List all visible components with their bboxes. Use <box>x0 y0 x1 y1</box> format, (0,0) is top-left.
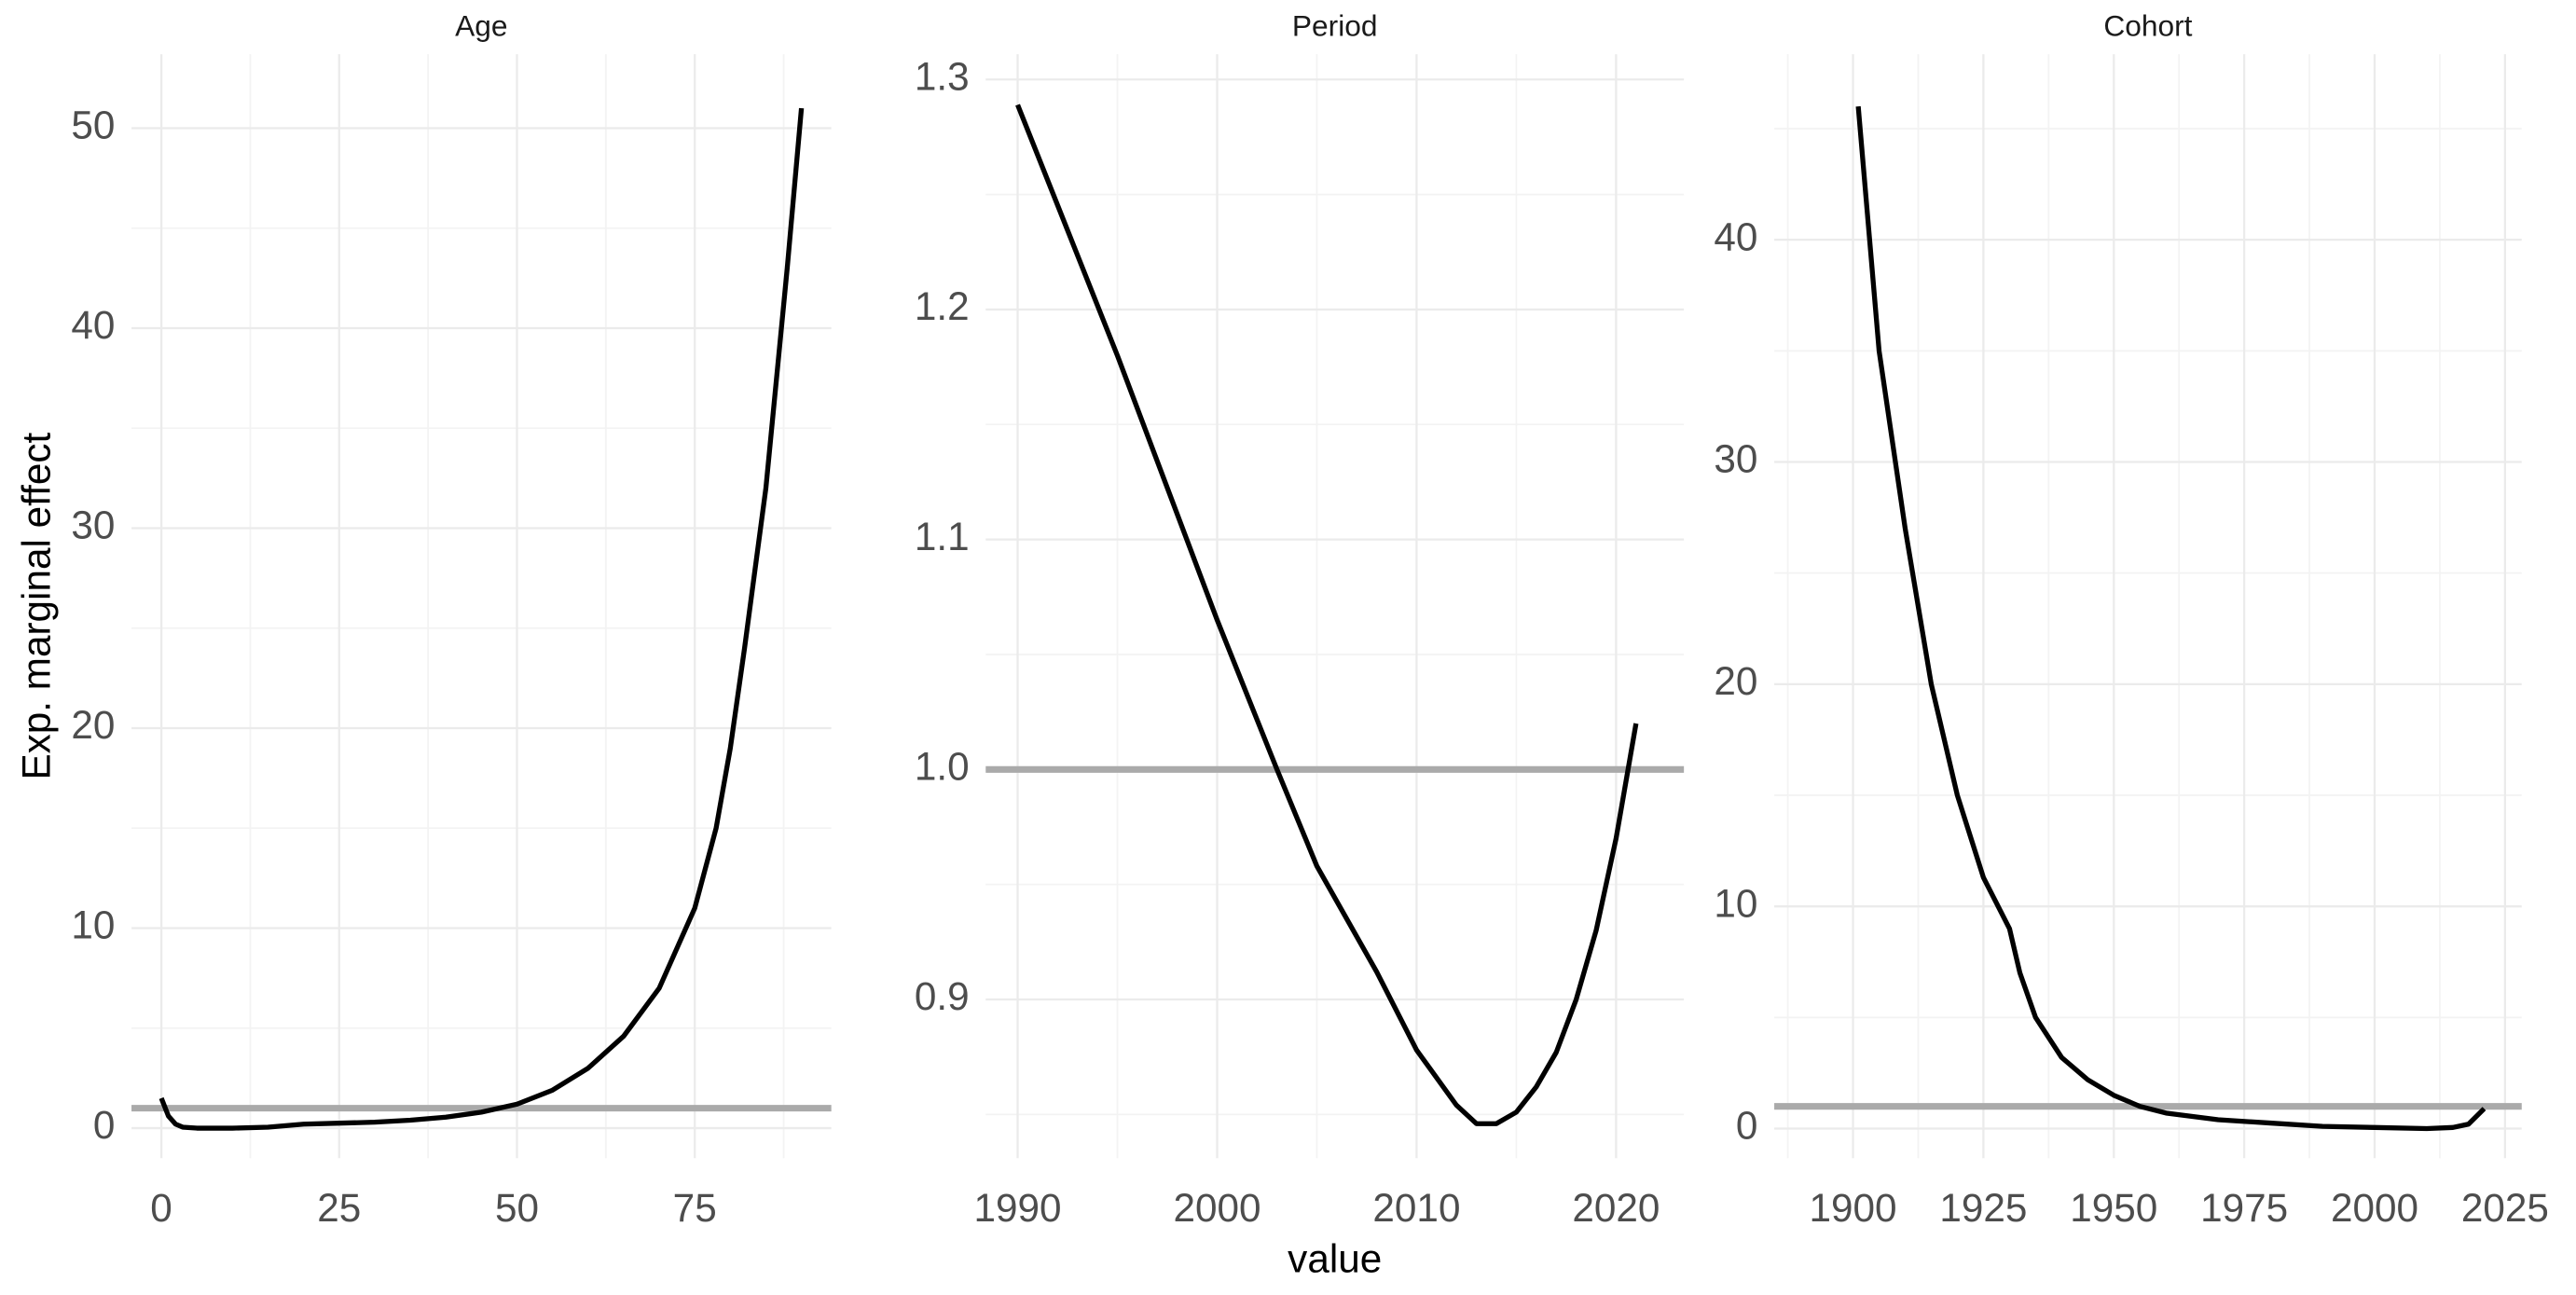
y-tick-label: 0 <box>93 1103 116 1147</box>
y-tick-label: 0.9 <box>915 974 970 1018</box>
y-axis-title: Exp. marginal effect <box>15 433 59 780</box>
x-tick-label: 2000 <box>2331 1186 2418 1230</box>
y-tick-label: 1.1 <box>915 515 970 558</box>
x-axis-title: value <box>1288 1236 1382 1280</box>
x-tick-label: 25 <box>317 1186 361 1230</box>
x-tick-label: 1925 <box>1939 1186 2027 1230</box>
x-tick-label: 1900 <box>1810 1186 1897 1230</box>
x-tick-label: 2010 <box>1372 1186 1460 1230</box>
x-tick-label: 2020 <box>1572 1186 1660 1230</box>
y-tick-label: 40 <box>1714 214 1757 258</box>
x-tick-label: 50 <box>495 1186 539 1230</box>
panel-title: Age <box>455 8 507 42</box>
x-tick-label: 75 <box>673 1186 717 1230</box>
y-tick-label: 20 <box>1714 659 1757 703</box>
y-tick-label: 20 <box>71 703 115 747</box>
x-tick-label: 0 <box>150 1186 172 1230</box>
y-tick-label: 1.0 <box>915 745 970 789</box>
y-tick-label: 10 <box>1714 881 1757 925</box>
y-tick-label: 0 <box>1736 1104 1758 1148</box>
y-tick-label: 40 <box>71 303 115 347</box>
x-tick-label: 1950 <box>2070 1186 2157 1230</box>
y-tick-label: 1.3 <box>915 54 970 98</box>
line <box>1015 103 1639 1126</box>
x-tick-label: 1990 <box>974 1186 1062 1230</box>
panel-title: Cohort <box>2103 8 2192 42</box>
line <box>1855 105 2486 1132</box>
x-tick-label: 1975 <box>2200 1186 2288 1230</box>
panel-title: Period <box>1292 8 1378 42</box>
x-tick-label: 2025 <box>2461 1186 2549 1230</box>
y-tick-label: 1.2 <box>915 284 970 328</box>
y-tick-label: 30 <box>1714 437 1757 481</box>
x-tick-label: 2000 <box>1173 1186 1260 1230</box>
y-tick-label: 10 <box>71 903 115 947</box>
y-tick-label: 30 <box>71 503 115 547</box>
y-tick-label: 50 <box>71 103 115 147</box>
line <box>158 107 805 1131</box>
